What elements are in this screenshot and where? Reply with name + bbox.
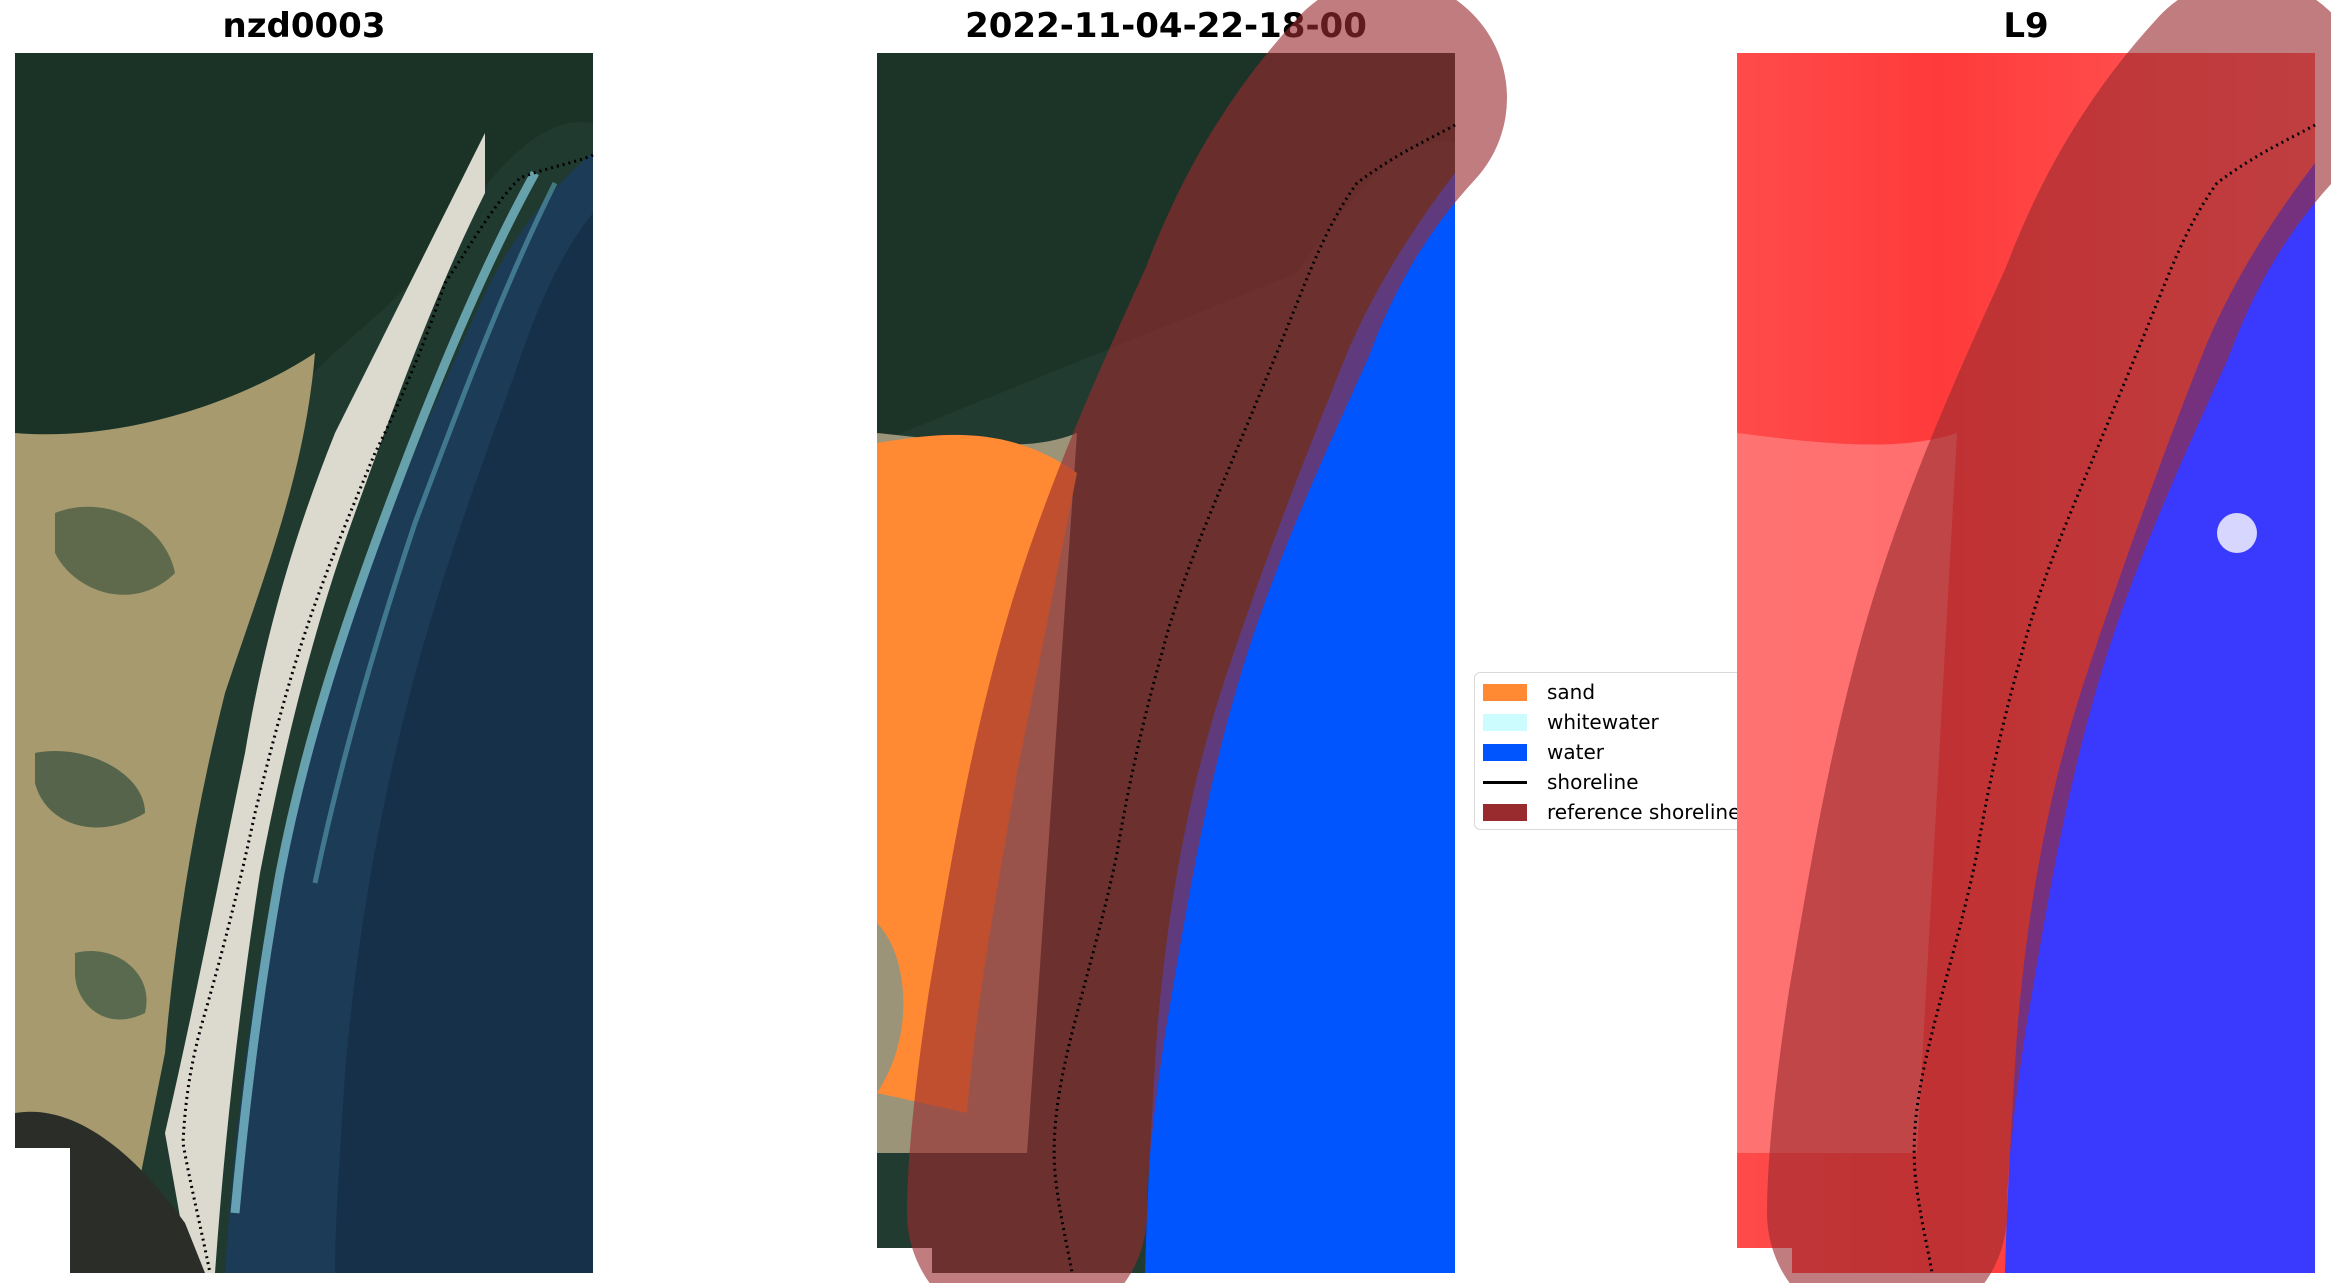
legend-label: water <box>1547 740 1604 764</box>
legend-item-shoreline: shoreline <box>1483 767 1639 797</box>
whitewater-swatch <box>1483 713 1527 731</box>
legend-item-sand: sand <box>1483 677 1595 707</box>
classified-image-panel <box>877 0 1507 1283</box>
legend: sand whitewater water shoreline referenc… <box>1474 672 1757 830</box>
legend-item-reference-shoreline: reference shoreline <box>1483 797 1740 827</box>
legend-label: whitewater <box>1547 710 1659 734</box>
sand-swatch <box>1483 683 1527 701</box>
shoreline-swatch <box>1483 780 1527 784</box>
legend-label: shoreline <box>1547 770 1639 794</box>
panel-title-satellite: L9 <box>2003 6 2049 46</box>
reference-shoreline-buffer <box>907 0 1507 1283</box>
water-swatch <box>1483 743 1527 761</box>
rgb-image-panel <box>15 53 594 1274</box>
shoreline-line <box>1912 123 2316 1274</box>
reference-shoreline-buffer <box>1767 0 2331 1283</box>
panel-title-rgb: nzd0003 <box>222 6 386 46</box>
legend-item-whitewater: whitewater <box>1483 707 1659 737</box>
legend-item-water: water <box>1483 737 1604 767</box>
shoreline-line <box>1052 123 1456 1274</box>
index-image-panel <box>1737 0 2331 1283</box>
legend-label: sand <box>1547 680 1596 704</box>
legend-label: reference shoreline <box>1547 800 1741 824</box>
reference-shoreline-swatch <box>1483 803 1527 821</box>
